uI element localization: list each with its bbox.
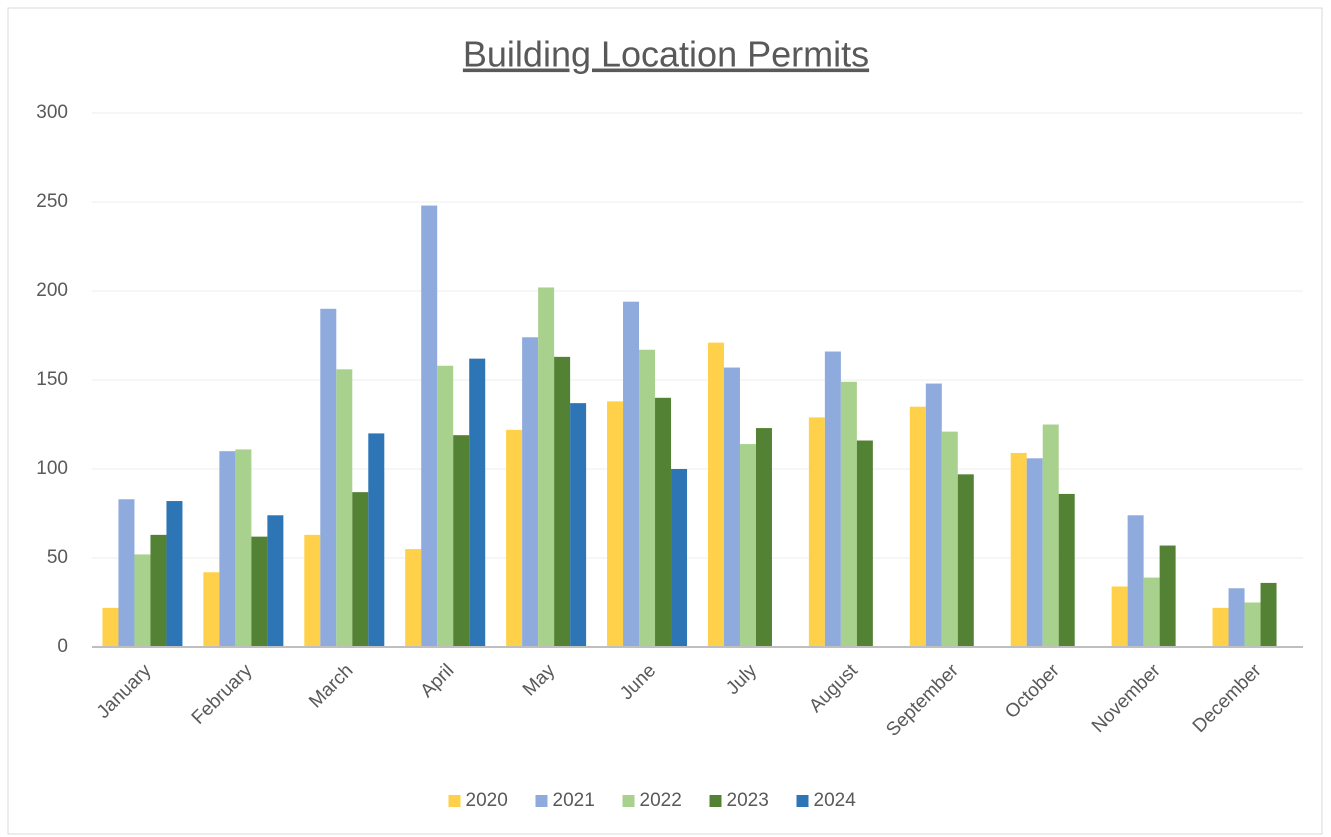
bar [824, 351, 841, 647]
y-tick-label: 150 [36, 369, 68, 390]
chart-title: Building Location Permits [463, 34, 869, 75]
bar [405, 549, 422, 647]
bar [1111, 586, 1128, 647]
legend-swatch [535, 795, 548, 807]
bar [1244, 602, 1261, 647]
bar [506, 429, 523, 647]
bar [1143, 577, 1160, 647]
bar [538, 287, 555, 647]
bar [755, 428, 772, 647]
legend-swatch [709, 795, 722, 807]
bar [623, 301, 640, 647]
bar [118, 499, 135, 647]
bar [267, 515, 284, 647]
bar [1228, 588, 1245, 647]
bar [909, 406, 926, 647]
bar [1159, 545, 1176, 647]
bar [304, 534, 321, 647]
bar [1010, 452, 1027, 647]
bar [368, 433, 385, 647]
bar [723, 367, 740, 647]
bar [320, 308, 337, 647]
bar [469, 358, 486, 647]
bar [522, 337, 539, 647]
bar [925, 383, 942, 647]
bar [150, 534, 167, 647]
bar [453, 435, 470, 647]
bar [1212, 607, 1229, 647]
bar [739, 444, 756, 647]
legend-swatch [622, 795, 635, 807]
bar [336, 369, 353, 647]
y-tick-label: 0 [57, 636, 68, 657]
bar [437, 365, 454, 647]
bar [1260, 582, 1277, 647]
y-tick-label: 50 [47, 547, 68, 568]
bar [219, 451, 236, 647]
bar [1042, 424, 1059, 647]
bar [655, 397, 672, 647]
bar [671, 469, 688, 647]
bar [203, 572, 220, 647]
legend-swatch [796, 795, 809, 807]
legend-label: 2024 [814, 790, 857, 811]
bar [166, 501, 183, 647]
bar [134, 554, 151, 647]
y-tick-label: 250 [36, 191, 68, 212]
bar [1127, 515, 1144, 647]
bar [570, 403, 587, 647]
bar [639, 349, 656, 647]
bar [840, 381, 857, 647]
bar [554, 356, 571, 647]
bar [352, 492, 369, 647]
bar [957, 474, 974, 647]
legend-label: 2021 [553, 790, 595, 811]
legend-label: 2022 [640, 790, 682, 811]
bar [856, 440, 873, 647]
y-tick-label: 200 [36, 280, 68, 301]
bar [1058, 493, 1075, 647]
bar [1026, 458, 1043, 647]
legend-swatch [448, 795, 461, 807]
bar [707, 342, 724, 647]
bar [421, 205, 438, 647]
y-tick-label: 100 [36, 458, 68, 479]
legend-label: 2020 [466, 790, 508, 811]
legend-label: 2023 [727, 790, 769, 811]
bar [941, 431, 958, 647]
bar [251, 536, 268, 647]
bar [808, 417, 825, 647]
y-tick-label: 300 [36, 102, 68, 123]
bar [235, 449, 252, 647]
bar [102, 607, 119, 647]
bar [607, 401, 624, 647]
